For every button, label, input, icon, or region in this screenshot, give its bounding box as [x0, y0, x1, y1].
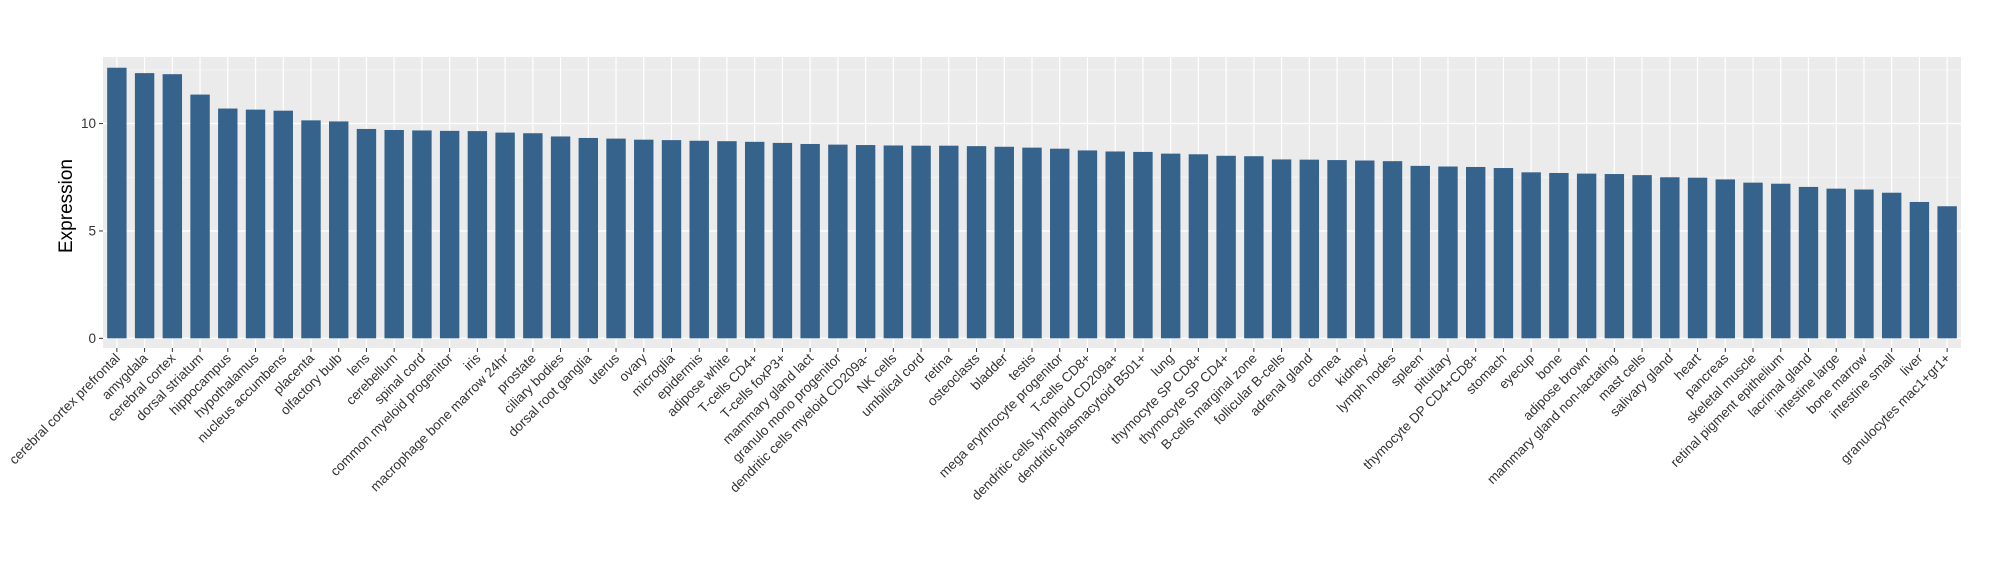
x-axis-ticks: cerebral cortex prefrontalamygdalacerebr…	[6, 348, 1953, 503]
bar	[1521, 172, 1541, 339]
bar	[772, 142, 793, 339]
bar	[1133, 151, 1153, 339]
bar	[162, 74, 183, 339]
bar	[1826, 188, 1846, 339]
bar	[606, 138, 626, 339]
bar	[717, 141, 737, 339]
bar	[689, 140, 709, 339]
bar	[1632, 175, 1652, 339]
bar	[1244, 156, 1264, 339]
bar	[883, 145, 904, 339]
bar	[329, 121, 349, 339]
bar	[523, 133, 543, 339]
bar	[1604, 174, 1625, 339]
bar	[994, 146, 1014, 339]
bar	[1216, 155, 1236, 339]
bar	[1576, 173, 1597, 339]
bar	[1077, 150, 1098, 339]
bar	[218, 108, 238, 339]
bar	[439, 130, 460, 339]
bar	[245, 109, 266, 339]
y-tick-label: 10	[81, 116, 96, 131]
bar	[1050, 148, 1070, 339]
bars	[107, 67, 1957, 339]
bar	[1743, 182, 1763, 339]
bar	[190, 94, 210, 339]
y-axis-ticks: 0 5 10	[81, 116, 103, 346]
bar	[384, 130, 404, 339]
bar	[911, 145, 931, 339]
bar	[1937, 206, 1957, 339]
bar	[1382, 161, 1403, 339]
bar	[800, 143, 820, 339]
bar	[578, 137, 599, 339]
bar	[1687, 177, 1708, 339]
bar	[1410, 165, 1430, 339]
bar	[634, 139, 654, 339]
bar	[1327, 160, 1347, 339]
bar	[301, 120, 321, 339]
bar	[273, 110, 293, 339]
bar	[744, 141, 765, 339]
bar	[1549, 172, 1569, 339]
bar	[1465, 166, 1486, 339]
bar	[550, 136, 571, 339]
bar	[1881, 192, 1902, 339]
y-tick-label: 0	[88, 331, 96, 346]
y-tick-label: 5	[88, 223, 96, 238]
bar	[1493, 168, 1514, 339]
bar	[1660, 177, 1680, 339]
x-tick-label: uterus	[585, 350, 622, 387]
bar	[1160, 153, 1181, 339]
bar	[134, 73, 155, 339]
x-tick-label: cerebral cortex prefrontal	[6, 351, 123, 468]
bar	[356, 128, 377, 339]
bar	[1188, 154, 1209, 339]
bar	[966, 146, 987, 339]
bar	[1022, 147, 1042, 339]
bar	[495, 132, 515, 339]
bar	[1715, 179, 1735, 339]
bar	[855, 145, 876, 339]
bar	[1909, 201, 1930, 339]
bar	[107, 67, 127, 339]
bar	[1105, 151, 1125, 339]
bar	[1271, 159, 1292, 339]
bar	[1798, 186, 1819, 339]
bar	[1771, 183, 1791, 339]
bar	[1299, 159, 1320, 339]
bar	[1355, 160, 1375, 339]
bar	[1438, 166, 1458, 339]
bar	[1854, 189, 1874, 339]
bar	[661, 140, 682, 339]
bar	[939, 145, 959, 339]
bar	[467, 131, 488, 339]
y-axis-title: Expression	[56, 159, 77, 253]
bar	[828, 144, 848, 339]
bar	[412, 130, 432, 339]
